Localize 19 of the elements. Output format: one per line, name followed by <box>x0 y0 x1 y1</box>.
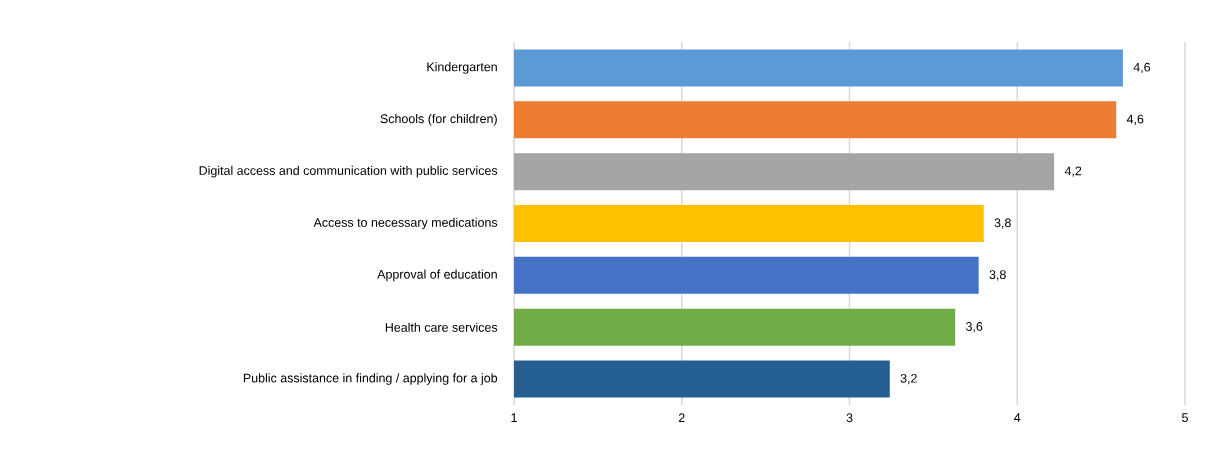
y-tick-label: Approval of education <box>377 269 497 282</box>
y-tick-label: Digital access and communication with public services <box>199 165 498 178</box>
data-label: 3,8 <box>994 218 1011 229</box>
x-tick-label: 4 <box>1014 413 1021 422</box>
x-tick-label: 3 <box>846 413 853 423</box>
data-label: 3,6 <box>966 322 983 333</box>
y-tick-label: Access to necessary medications <box>313 217 498 230</box>
data-label: 3,8 <box>989 270 1006 281</box>
x-tick-label: 1 <box>511 413 517 422</box>
y-tick-label: Kindergarten <box>427 62 497 74</box>
data-label: 4,6 <box>1133 62 1151 74</box>
y-tick-label: Schools (for children) <box>380 113 497 126</box>
x-tick-label: 2 <box>678 413 685 423</box>
y-tick-label: Public assistance in finding / applying for a job <box>243 373 498 385</box>
data-label: 3,2 <box>900 373 917 385</box>
data-label: 4,2 <box>1064 166 1082 177</box>
data-label: 4,6 <box>1126 114 1144 125</box>
x-tick-label: 5 <box>1182 413 1188 423</box>
y-tick-label: Health care services <box>385 322 498 332</box>
